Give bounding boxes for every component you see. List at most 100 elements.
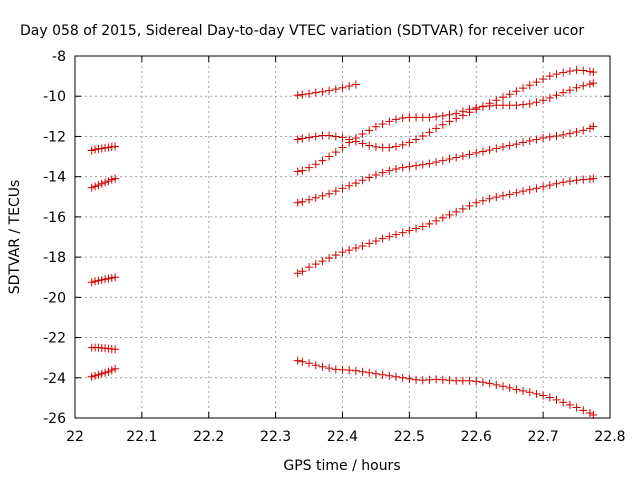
- x-tick-label: 22.4: [327, 429, 358, 445]
- data-point: [101, 275, 109, 283]
- data-point: [332, 148, 340, 156]
- data-point: [392, 143, 400, 151]
- data-point: [412, 162, 420, 170]
- data-point: [352, 244, 360, 252]
- data-point: [425, 128, 433, 136]
- data-point: [372, 370, 380, 378]
- data-point: [586, 124, 594, 132]
- data-point: [345, 82, 353, 90]
- data-point: [519, 138, 527, 146]
- data-point: [492, 193, 500, 201]
- data-point: [352, 81, 360, 89]
- data-point: [294, 168, 302, 176]
- data-point: [318, 157, 326, 165]
- data-point: [91, 277, 99, 285]
- data-point: [104, 144, 112, 152]
- data-point: [385, 233, 393, 241]
- y-tick-label: -26: [43, 411, 66, 427]
- y-tick-label: -8: [52, 49, 66, 65]
- data-point: [405, 163, 413, 171]
- data-point: [392, 115, 400, 123]
- data-point: [459, 107, 467, 115]
- data-point: [392, 165, 400, 173]
- data-point: [452, 154, 460, 162]
- data-point: [365, 141, 373, 149]
- data-point: [546, 133, 554, 141]
- data-point: [365, 126, 373, 134]
- sdtvar-chart: 22 22.1 22.2 22.3 22.4 22.5 22.6 22.7 22.8-8-10-…: [0, 0, 640, 480]
- series-s10: [294, 175, 598, 278]
- data-point: [318, 88, 326, 96]
- data-point: [91, 372, 99, 380]
- data-point: [325, 131, 333, 139]
- data-point: [566, 177, 574, 185]
- series-s5: [88, 365, 119, 381]
- data-point: [553, 180, 561, 188]
- data-point: [405, 375, 413, 383]
- data-point: [305, 196, 313, 204]
- data-point: [339, 84, 347, 92]
- data-point: [553, 70, 561, 78]
- data-point: [589, 68, 597, 76]
- data-point: [425, 113, 433, 121]
- data-point: [539, 391, 547, 399]
- data-point: [312, 361, 320, 369]
- data-point: [305, 133, 313, 141]
- data-point: [365, 369, 373, 377]
- data-point: [305, 359, 313, 367]
- data-point: [579, 82, 587, 90]
- data-point: [94, 277, 102, 285]
- x-tick-label: 22.6: [461, 429, 492, 445]
- data-point: [446, 155, 454, 163]
- data-point: [98, 145, 106, 153]
- data-point: [312, 194, 320, 202]
- x-tick-label: 22.7: [528, 429, 559, 445]
- data-point: [399, 114, 407, 122]
- data-point: [532, 184, 540, 192]
- data-point: [88, 278, 96, 286]
- data-point: [459, 152, 467, 160]
- y-tick-label: -22: [43, 331, 66, 347]
- x-tick-label: 22.1: [126, 429, 157, 445]
- data-point: [339, 144, 347, 152]
- data-point: [298, 358, 306, 366]
- data-point: [432, 124, 440, 132]
- data-point: [512, 140, 520, 148]
- data-point: [579, 66, 587, 74]
- y-tick-label: -14: [43, 170, 66, 186]
- data-point: [452, 109, 460, 117]
- data-point: [352, 134, 360, 142]
- data-point: [399, 164, 407, 172]
- data-point: [532, 98, 540, 106]
- data-point: [589, 175, 597, 183]
- data-point: [88, 147, 96, 155]
- data-point: [439, 121, 447, 129]
- data-point: [91, 146, 99, 154]
- data-point: [294, 91, 302, 99]
- data-point: [486, 195, 494, 203]
- data-point: [412, 225, 420, 233]
- axis-ticks: 22 22.1 22.2 22.3 22.4 22.5 22.6 22.7 22.8-8-10-…: [43, 49, 625, 445]
- data-point: [294, 199, 302, 207]
- series-s8: [294, 79, 598, 175]
- data-point: [392, 231, 400, 239]
- data-point: [359, 368, 367, 376]
- data-point: [519, 101, 527, 109]
- data-point: [499, 382, 507, 390]
- data-point: [385, 372, 393, 380]
- data-point: [512, 101, 520, 109]
- data-point: [298, 267, 306, 275]
- data-point: [519, 187, 527, 195]
- data-point: [486, 146, 494, 154]
- series-s1: [88, 143, 119, 155]
- data-point: [486, 379, 494, 387]
- data-point: [111, 273, 119, 281]
- x-tick-label: 22.8: [594, 429, 625, 445]
- data-point: [526, 137, 534, 145]
- y-tick-label: -20: [43, 290, 66, 306]
- series-s4: [88, 344, 119, 354]
- data-point: [573, 128, 581, 136]
- data-point: [425, 160, 433, 168]
- data-point: [98, 276, 106, 284]
- x-tick-label: 22: [66, 429, 84, 445]
